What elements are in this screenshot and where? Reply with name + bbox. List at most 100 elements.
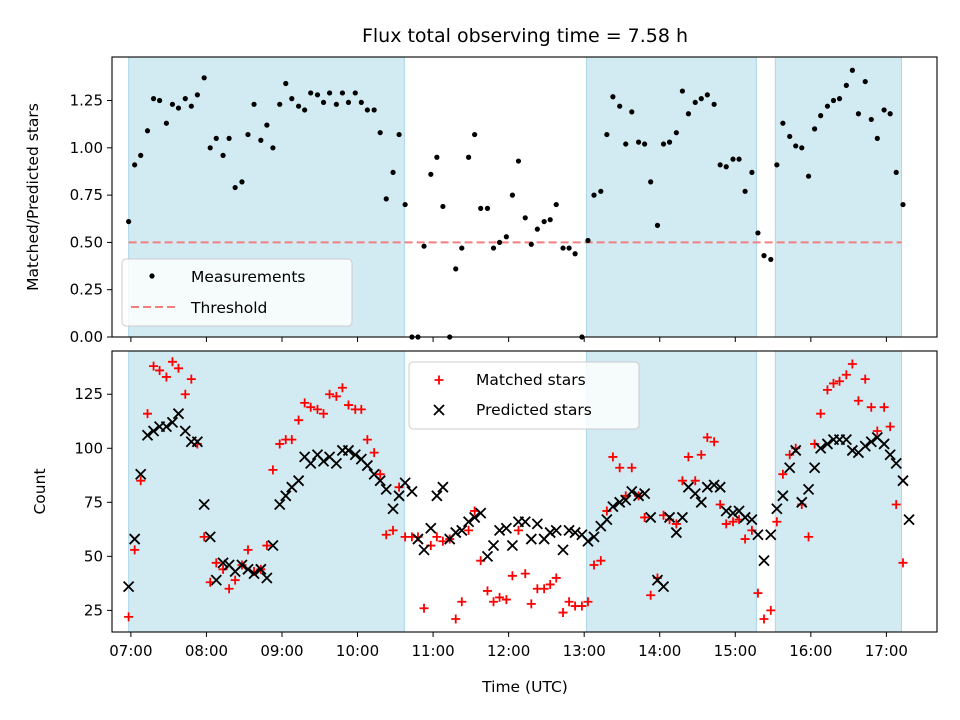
top-dot-point: [509, 192, 516, 198]
bottom-plus-point: [161, 372, 171, 382]
bottom-plus-point: [124, 612, 134, 622]
bottom-x-point: [903, 513, 915, 526]
bottom-plus-point: [577, 601, 587, 611]
bottom-plus-point: [853, 396, 863, 406]
bottom-x-point: [198, 498, 210, 511]
bottom-x-point: [122, 580, 135, 593]
bottom-plus-point: [759, 614, 769, 624]
bottom-plus-point: [721, 519, 731, 529]
top-dot-point: [150, 96, 157, 102]
top-dot-point: [515, 158, 522, 164]
bottom-x-point: [418, 544, 430, 556]
bottom-x-point: [248, 568, 260, 580]
top-dot-point: [874, 135, 880, 141]
top-dot-point: [704, 92, 710, 98]
bottom-x-point: [217, 557, 229, 569]
top-dot-point: [528, 241, 534, 247]
bottom-plus-point: [268, 465, 278, 475]
bottom-axes-frame: [111, 350, 938, 633]
top-dot-point: [629, 109, 635, 115]
bottom-plus-point: [879, 402, 889, 412]
bottom-plus-point: [715, 499, 725, 509]
x-tick-label: 16:00: [789, 642, 832, 660]
bottom-plus-point: [501, 595, 511, 605]
top-dot-point: [440, 203, 446, 210]
top-dot-point: [547, 217, 553, 223]
x-tick-label: 10:00: [336, 642, 379, 660]
x-tick-label: 08:00: [185, 642, 228, 660]
bottom-x-point: [663, 511, 676, 524]
bottom-x-point: [890, 457, 902, 470]
bottom-plus-point: [545, 579, 555, 589]
chart-title: Flux total observing time = 7.58 h: [362, 25, 688, 47]
bottom-x-point: [720, 505, 732, 517]
bottom-x-point: [456, 524, 468, 537]
top-dot-point: [862, 78, 868, 85]
bottom-plus-point: [810, 439, 820, 449]
top-dot-point: [654, 222, 661, 228]
top-dot-point: [226, 135, 232, 141]
bottom-x-point: [727, 507, 739, 519]
bottom-x-point: [493, 524, 506, 537]
bottom-x-point: [500, 522, 513, 534]
bottom-y-tick-label: 25: [84, 601, 103, 619]
bottom-plus-point: [331, 391, 341, 401]
bottom-plus-point: [287, 435, 297, 445]
top-dot-point: [843, 82, 849, 88]
bottom-plus-point: [772, 517, 782, 527]
top-dot-point: [465, 154, 472, 160]
top-series-dot: [126, 67, 906, 340]
top-dot-point: [138, 152, 144, 158]
bottom-x-point: [588, 531, 600, 543]
bottom-plus-point: [369, 448, 379, 458]
bottom-shaded-window-2: [774, 350, 902, 633]
bottom-x-point: [657, 580, 670, 593]
bottom-x-point: [626, 485, 638, 498]
bottom-x-point: [846, 444, 859, 457]
bottom-plus-point: [451, 614, 461, 624]
top-dot-point: [660, 141, 667, 147]
bottom-plus-point: [199, 532, 209, 542]
top-dot-point: [251, 101, 257, 107]
bottom-x-point: [670, 526, 682, 539]
top-dot-point: [169, 101, 176, 107]
bottom-x-point: [695, 496, 707, 508]
bottom-x-point: [431, 490, 443, 502]
bottom-plus-point: [621, 491, 631, 501]
bottom-plus-point: [489, 597, 499, 607]
top-dot-point: [264, 122, 270, 128]
bottom-plus-point: [828, 378, 838, 388]
bottom-plus-point: [702, 432, 712, 442]
top-dot-point: [824, 103, 831, 109]
top-dot-point: [793, 143, 799, 149]
top-dot-point: [194, 92, 200, 98]
bottom-x-point: [765, 529, 777, 541]
top-dot-point: [326, 90, 333, 96]
top-dot-point: [604, 131, 610, 138]
bottom-x-point: [179, 425, 191, 437]
bottom-x-point: [582, 535, 594, 547]
bottom-x-point: [645, 511, 657, 524]
top-dot-point: [855, 111, 862, 117]
top-dot-point: [685, 111, 692, 117]
top-dot-point: [749, 169, 755, 176]
bottom-x-point: [752, 529, 764, 541]
bottom-plus-point: [243, 545, 253, 555]
top-dot-point: [459, 245, 465, 251]
top-dot-point: [742, 188, 748, 194]
bottom-y-tick-label: 50: [84, 547, 103, 565]
legend-box: [121, 258, 353, 327]
bottom-x-point: [166, 416, 179, 428]
bottom-plus-point: [596, 556, 606, 566]
bottom-x-point: [469, 511, 481, 524]
x-tick-label: 15:00: [714, 642, 757, 660]
top-dot-point: [881, 107, 887, 113]
bottom-x-point: [739, 511, 751, 524]
top-dot-point: [585, 237, 591, 244]
bottom-plus-point: [356, 404, 366, 414]
bottom-x-point: [784, 462, 796, 474]
top-dot-point: [503, 234, 509, 240]
top-dot-point: [270, 145, 276, 151]
bottom-x-point: [393, 490, 405, 502]
